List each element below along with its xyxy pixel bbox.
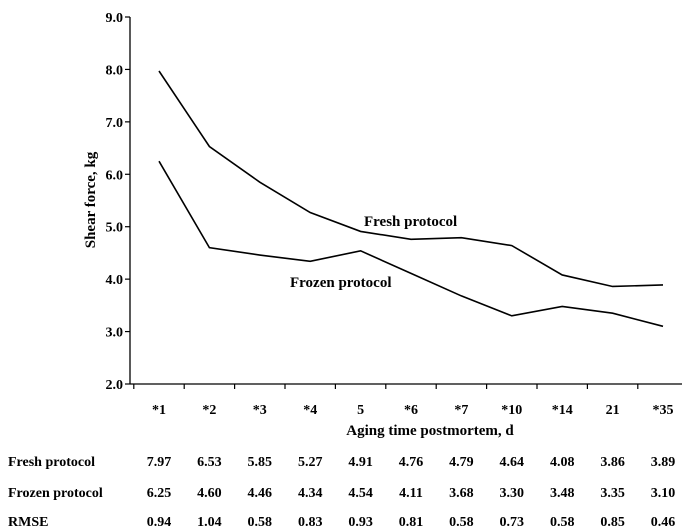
y-axis-ticks: 2.0 3.0 4.0 5.0 6.0 7.0 8.0 9.0 [106, 11, 130, 393]
frozen-protocol-line [158, 160, 664, 328]
frozen-protocol-annotation: Frozen protocol [290, 275, 392, 291]
fresh-protocol-annotation: Fresh protocol [364, 214, 457, 230]
table-cell: 5.27 [298, 455, 323, 470]
y-tick-label: 8.0 [106, 63, 124, 78]
table-row-fresh: Fresh protocol 7.97 6.53 5.85 5.27 4.91 4.76 4.… [8, 455, 675, 470]
table-cell: 3.89 [651, 455, 676, 470]
table-cell: 0.81 [399, 515, 424, 530]
table-cell: 3.68 [449, 486, 474, 501]
fresh-protocol-line [158, 70, 664, 288]
x-tick-label: *10 [501, 403, 522, 418]
table-cell: 0.58 [550, 515, 575, 530]
x-axis-ticks: *1 *2 *3 *4 5 *6 *7 *10 *14 21 *35 [133, 384, 674, 418]
x-tick-label: *14 [552, 403, 573, 418]
x-tick-label: 5 [357, 403, 364, 418]
y-tick-label: 6.0 [106, 168, 124, 183]
table-row-rmse: RMSE 0.94 1.04 0.58 0.83 0.93 0.81 0.58 0.73 0.58… [8, 515, 675, 530]
table-cell: 0.58 [449, 515, 474, 530]
table-cell: 4.79 [449, 455, 474, 470]
table-cell: 1.04 [197, 515, 222, 530]
table-cell: 4.91 [348, 455, 373, 470]
table-row-label: Frozen protocol [8, 486, 103, 501]
table-cell: 0.94 [147, 515, 172, 530]
table-cell: 4.76 [399, 455, 424, 470]
table-cell: 3.35 [600, 486, 625, 501]
table-row-label: Fresh protocol [8, 455, 95, 470]
y-tick-label: 2.0 [106, 378, 124, 393]
table-cell: 7.97 [147, 455, 172, 470]
y-tick-label: 4.0 [106, 273, 124, 288]
table-cell: 4.60 [197, 486, 222, 501]
x-tick-label: *35 [653, 403, 674, 418]
x-tick-label: *1 [152, 403, 166, 418]
table-cell: 0.85 [600, 515, 625, 530]
table-cell: 3.48 [550, 486, 575, 501]
axes [129, 17, 682, 385]
table-cell: 3.10 [651, 486, 676, 501]
y-axis-label: Shear force, kg [83, 151, 99, 248]
table-cell: 4.11 [399, 486, 423, 501]
data-table: Fresh protocol 7.97 6.53 5.85 5.27 4.91 4.76 4.… [8, 455, 675, 530]
y-tick-label: 9.0 [106, 11, 124, 26]
y-tick-label: 5.0 [106, 221, 124, 236]
table-cell: 4.64 [500, 455, 525, 470]
table-cell: 3.30 [500, 486, 525, 501]
table-cell: 0.73 [500, 515, 525, 530]
table-cell: 4.34 [298, 486, 323, 501]
table-cell: 0.46 [651, 515, 676, 530]
table-cell: 0.93 [348, 515, 373, 530]
table-cell: 4.46 [248, 486, 273, 501]
x-tick-label: *2 [202, 403, 216, 418]
y-tick-label: 7.0 [106, 116, 124, 131]
table-cell: 4.08 [550, 455, 575, 470]
x-tick-label: *7 [454, 403, 468, 418]
table-cell: 0.83 [298, 515, 323, 530]
x-axis-label: Aging time postmortem, d [346, 423, 514, 439]
table-cell: 4.54 [348, 486, 373, 501]
table-cell: 5.85 [248, 455, 273, 470]
y-tick-label: 3.0 [106, 326, 124, 341]
table-cell: 0.58 [248, 515, 273, 530]
table-cell: 6.53 [197, 455, 222, 470]
x-tick-label: *6 [404, 403, 418, 418]
x-tick-label: *4 [303, 403, 317, 418]
series-lines [158, 70, 664, 328]
table-cell: 3.86 [600, 455, 625, 470]
x-tick-label: 21 [606, 403, 620, 418]
table-cell: 6.25 [147, 486, 172, 501]
x-tick-label: *3 [253, 403, 267, 418]
table-row-frozen: Frozen protocol 6.25 4.60 4.46 4.34 4.54 4.11 3… [8, 486, 675, 501]
table-row-label: RMSE [8, 515, 48, 530]
